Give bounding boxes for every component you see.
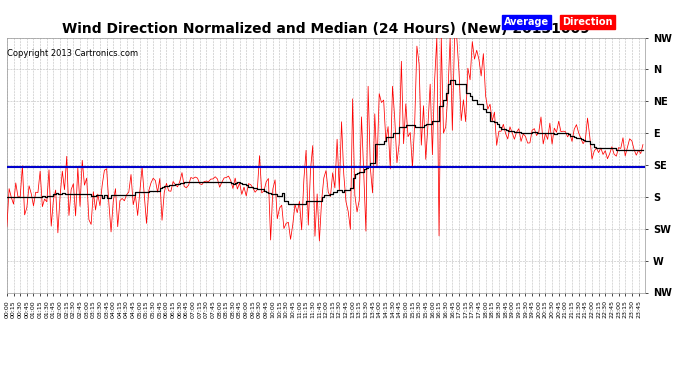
Title: Wind Direction Normalized and Median (24 Hours) (New) 20131009: Wind Direction Normalized and Median (24… [62, 22, 590, 36]
Text: Average: Average [504, 17, 549, 27]
Text: Direction: Direction [562, 17, 613, 27]
Text: Copyright 2013 Cartronics.com: Copyright 2013 Cartronics.com [7, 49, 138, 58]
